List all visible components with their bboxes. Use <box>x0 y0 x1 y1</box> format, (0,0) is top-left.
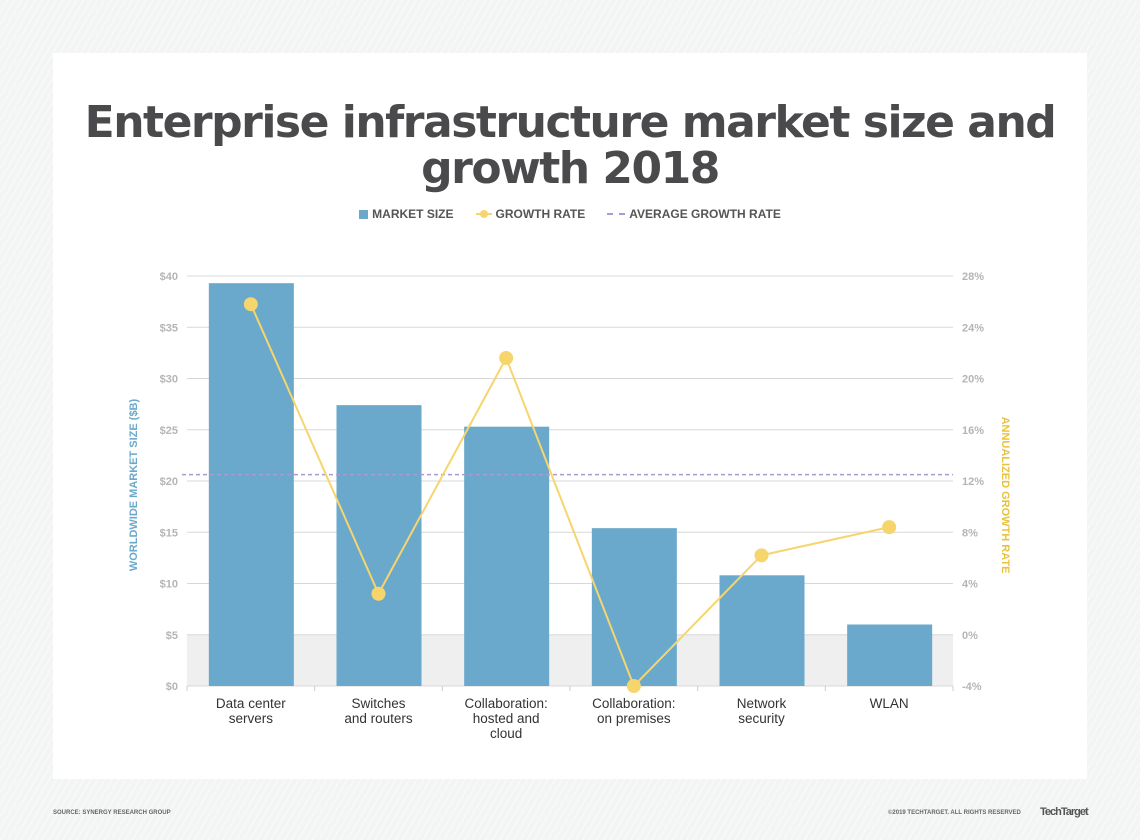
negative-growth-band <box>187 634 953 686</box>
bar <box>464 426 550 686</box>
techtarget-logo: TechTarget <box>1040 806 1089 818</box>
growth-rate-point <box>754 548 769 563</box>
x-tick-label: hosted and <box>473 711 540 726</box>
y-axis-label: WORLDWIDE MARKET SIZE ($B) <box>128 399 140 572</box>
legend-growth-rate: GROWTH RATE <box>475 207 585 221</box>
x-tick-label: on premises <box>597 711 671 726</box>
copyright: ©2019 TECHTARGET. ALL RIGHTS RESERVED <box>888 810 1021 816</box>
bar <box>591 528 677 686</box>
y-tick-label: $20 <box>160 476 178 488</box>
y2-tick-label: 16% <box>962 425 984 437</box>
growth-rate-line <box>249 303 890 688</box>
y2-tick-label: 24% <box>962 322 984 334</box>
legend: MARKET SIZE GROWTH RATE AVERAGE GROWTH R… <box>0 207 1140 221</box>
y2-tick-label: 28% <box>962 271 984 283</box>
x-tick-label: Collaboration: <box>592 696 675 711</box>
y-tick-label: $0 <box>166 681 178 693</box>
bar <box>208 283 294 686</box>
source-note: SOURCE: SYNERGY RESEARCH GROUP <box>53 810 171 816</box>
y-tick-label: $35 <box>160 322 178 334</box>
y2-tick-label: 4% <box>962 579 978 591</box>
growth-rate-point <box>499 351 514 365</box>
legend-average-growth-rate: AVERAGE GROWTH RATE <box>607 207 781 221</box>
y-tick-label: $40 <box>160 271 178 283</box>
y2-tick-label: 0% <box>962 630 978 642</box>
y-tick-label: $5 <box>166 630 178 642</box>
growth-rate-point <box>626 679 641 693</box>
x-tick-label: cloud <box>490 726 522 741</box>
y2-axis-label: ANNUALIZED GROWTH RATE <box>999 417 1011 574</box>
bar <box>847 624 933 686</box>
y2-tick-label: -4% <box>962 681 982 693</box>
x-tick-label: Network <box>737 696 787 711</box>
y-tick-label: $15 <box>160 527 178 539</box>
y-tick-label: $10 <box>160 579 178 591</box>
legend-market-size: MARKET SIZE <box>359 207 454 221</box>
x-tick-label: and routers <box>344 711 413 726</box>
x-tick-label: WLAN <box>870 696 909 711</box>
chart-title: Enterprise infrastructure market size an… <box>84 97 1057 194</box>
y2-tick-label: 20% <box>962 374 984 386</box>
growth-rate-point <box>243 297 258 312</box>
y2-tick-label: 12% <box>962 476 984 488</box>
x-tick-label: servers <box>229 711 274 726</box>
x-tick-label: Collaboration: <box>465 696 548 711</box>
x-tick-label: Switches <box>351 696 405 711</box>
growth-rate-point <box>882 520 897 535</box>
x-tick-label: Data center <box>216 696 286 711</box>
bar <box>336 405 422 686</box>
y-tick-label: $30 <box>160 374 178 386</box>
y2-tick-label: 8% <box>962 527 978 539</box>
x-tick-label: security <box>738 711 785 726</box>
bar <box>719 575 805 686</box>
growth-rate-point <box>371 586 386 601</box>
y-tick-label: $25 <box>160 425 178 437</box>
